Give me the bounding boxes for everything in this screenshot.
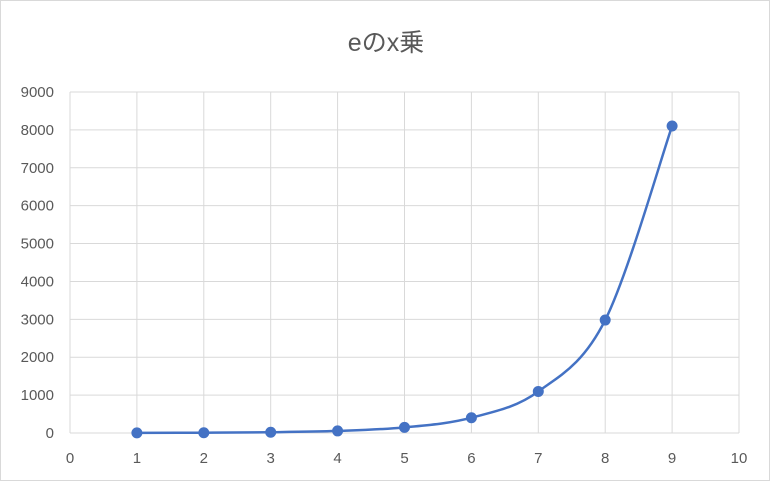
y-tick-label: 2000 [21, 349, 54, 366]
y-tick-label: 8000 [21, 122, 54, 139]
x-tick-label: 10 [731, 450, 748, 467]
data-point [332, 425, 344, 437]
y-tick-label: 4000 [21, 273, 54, 290]
data-point [465, 412, 477, 424]
y-tick-label: 5000 [21, 236, 54, 253]
chart-title: eのx乗 [347, 29, 425, 57]
x-tick-label: 0 [66, 450, 74, 467]
y-tick-label: 9000 [21, 84, 54, 101]
data-point [532, 385, 544, 397]
data-point [198, 427, 210, 439]
data-point [599, 314, 611, 326]
y-tick-label: 0 [46, 425, 54, 442]
x-tick-label: 5 [400, 450, 408, 467]
x-tick-label: 1 [133, 450, 141, 467]
x-tick-label: 2 [200, 450, 208, 467]
y-tick-label: 3000 [21, 311, 54, 328]
x-tick-label: 3 [267, 450, 275, 467]
x-tick-label: 8 [601, 450, 609, 467]
x-tick-label: 7 [534, 450, 542, 467]
data-point [265, 426, 277, 438]
y-tick-label: 1000 [21, 387, 54, 404]
data-point [666, 120, 678, 132]
y-tick-label: 6000 [21, 198, 54, 215]
x-tick-label: 4 [333, 450, 341, 467]
x-tick-label: 9 [668, 450, 676, 467]
y-tick-label: 7000 [21, 160, 54, 177]
x-tick-label: 6 [467, 450, 475, 467]
data-point [131, 427, 143, 439]
data-point [399, 421, 410, 433]
